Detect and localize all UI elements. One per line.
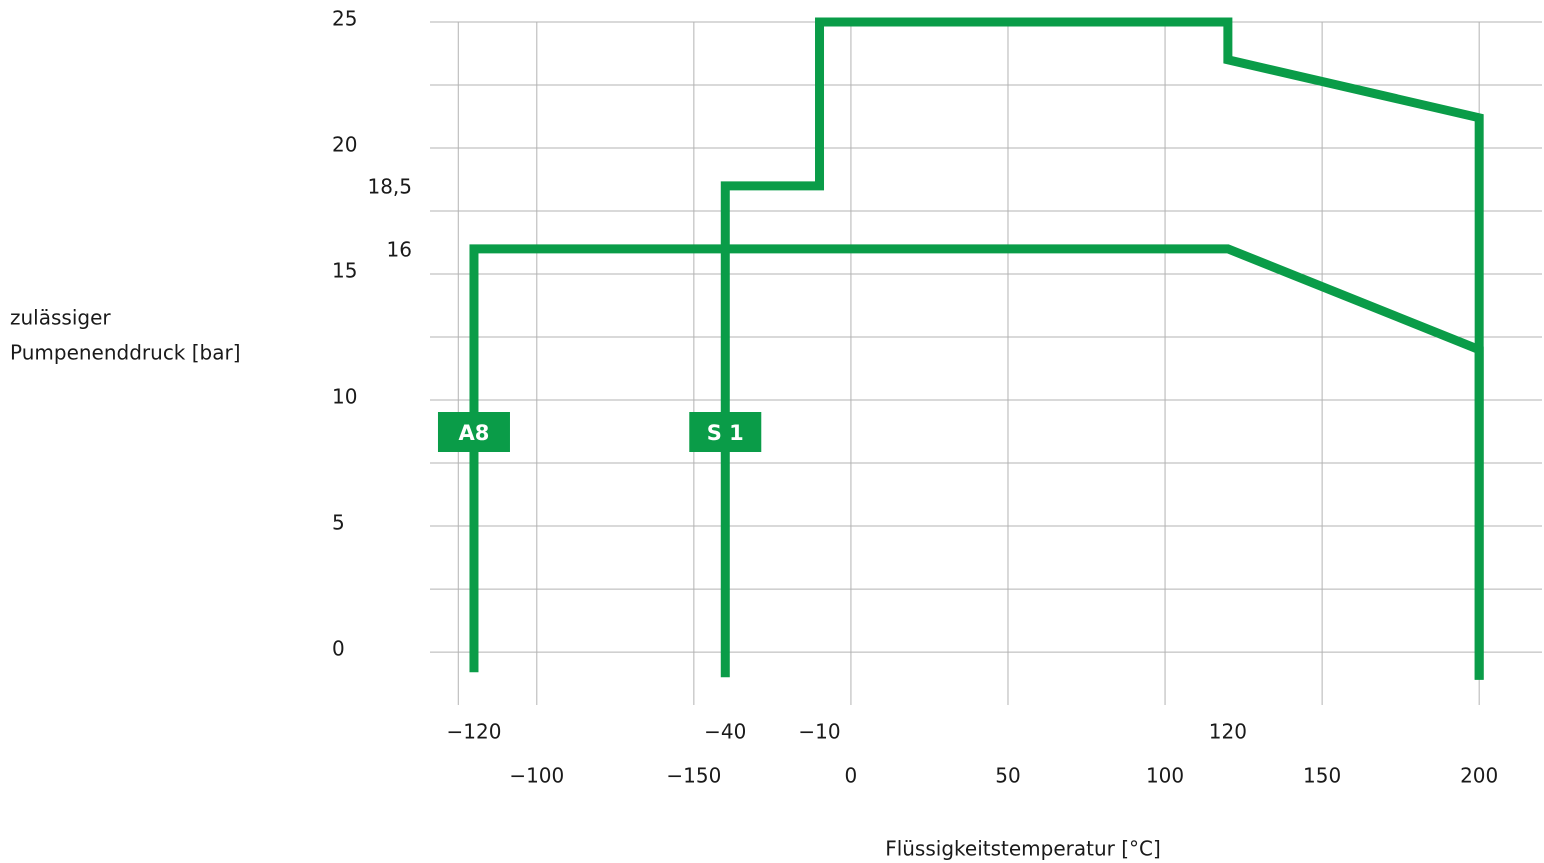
series-line (469, 244, 1484, 680)
x-tick-label: 100 (1146, 764, 1184, 788)
x-annotation: −40 (704, 720, 746, 744)
series-label: A8 (459, 421, 490, 445)
series-label-box (689, 412, 762, 452)
y-tick-label: 15 (332, 259, 357, 283)
y-tick-label: 0 (332, 637, 345, 661)
series-label: S 1 (707, 421, 744, 445)
x-tick-label: 50 (995, 764, 1020, 788)
y-axis-label: Pumpenenddruck [bar] (10, 341, 241, 365)
x-tick-label: 200 (1460, 764, 1498, 788)
series-label-box (437, 412, 510, 452)
y-tick-label: 5 (332, 511, 345, 535)
y-tick-label: 10 (332, 385, 357, 409)
x-tick-label: 0 (845, 764, 858, 788)
y-axis-label: zulässiger (10, 306, 111, 330)
series-line (720, 17, 1484, 680)
y-tick-label: 20 (332, 133, 357, 157)
x-annotation: −120 (447, 720, 502, 744)
x-tick-label: −100 (509, 764, 564, 788)
y-annotation: 16 (387, 237, 412, 261)
x-annotation: 120 (1209, 720, 1247, 744)
x-tick-label: 150 (1303, 764, 1341, 788)
y-tick-label: 25 (332, 7, 357, 31)
x-annotation: −10 (798, 720, 840, 744)
x-axis-label: Flüssigkeitstemperatur [°C] (885, 837, 1161, 861)
y-annotation: 18,5 (367, 174, 412, 198)
x-tick-label: −150 (666, 764, 721, 788)
